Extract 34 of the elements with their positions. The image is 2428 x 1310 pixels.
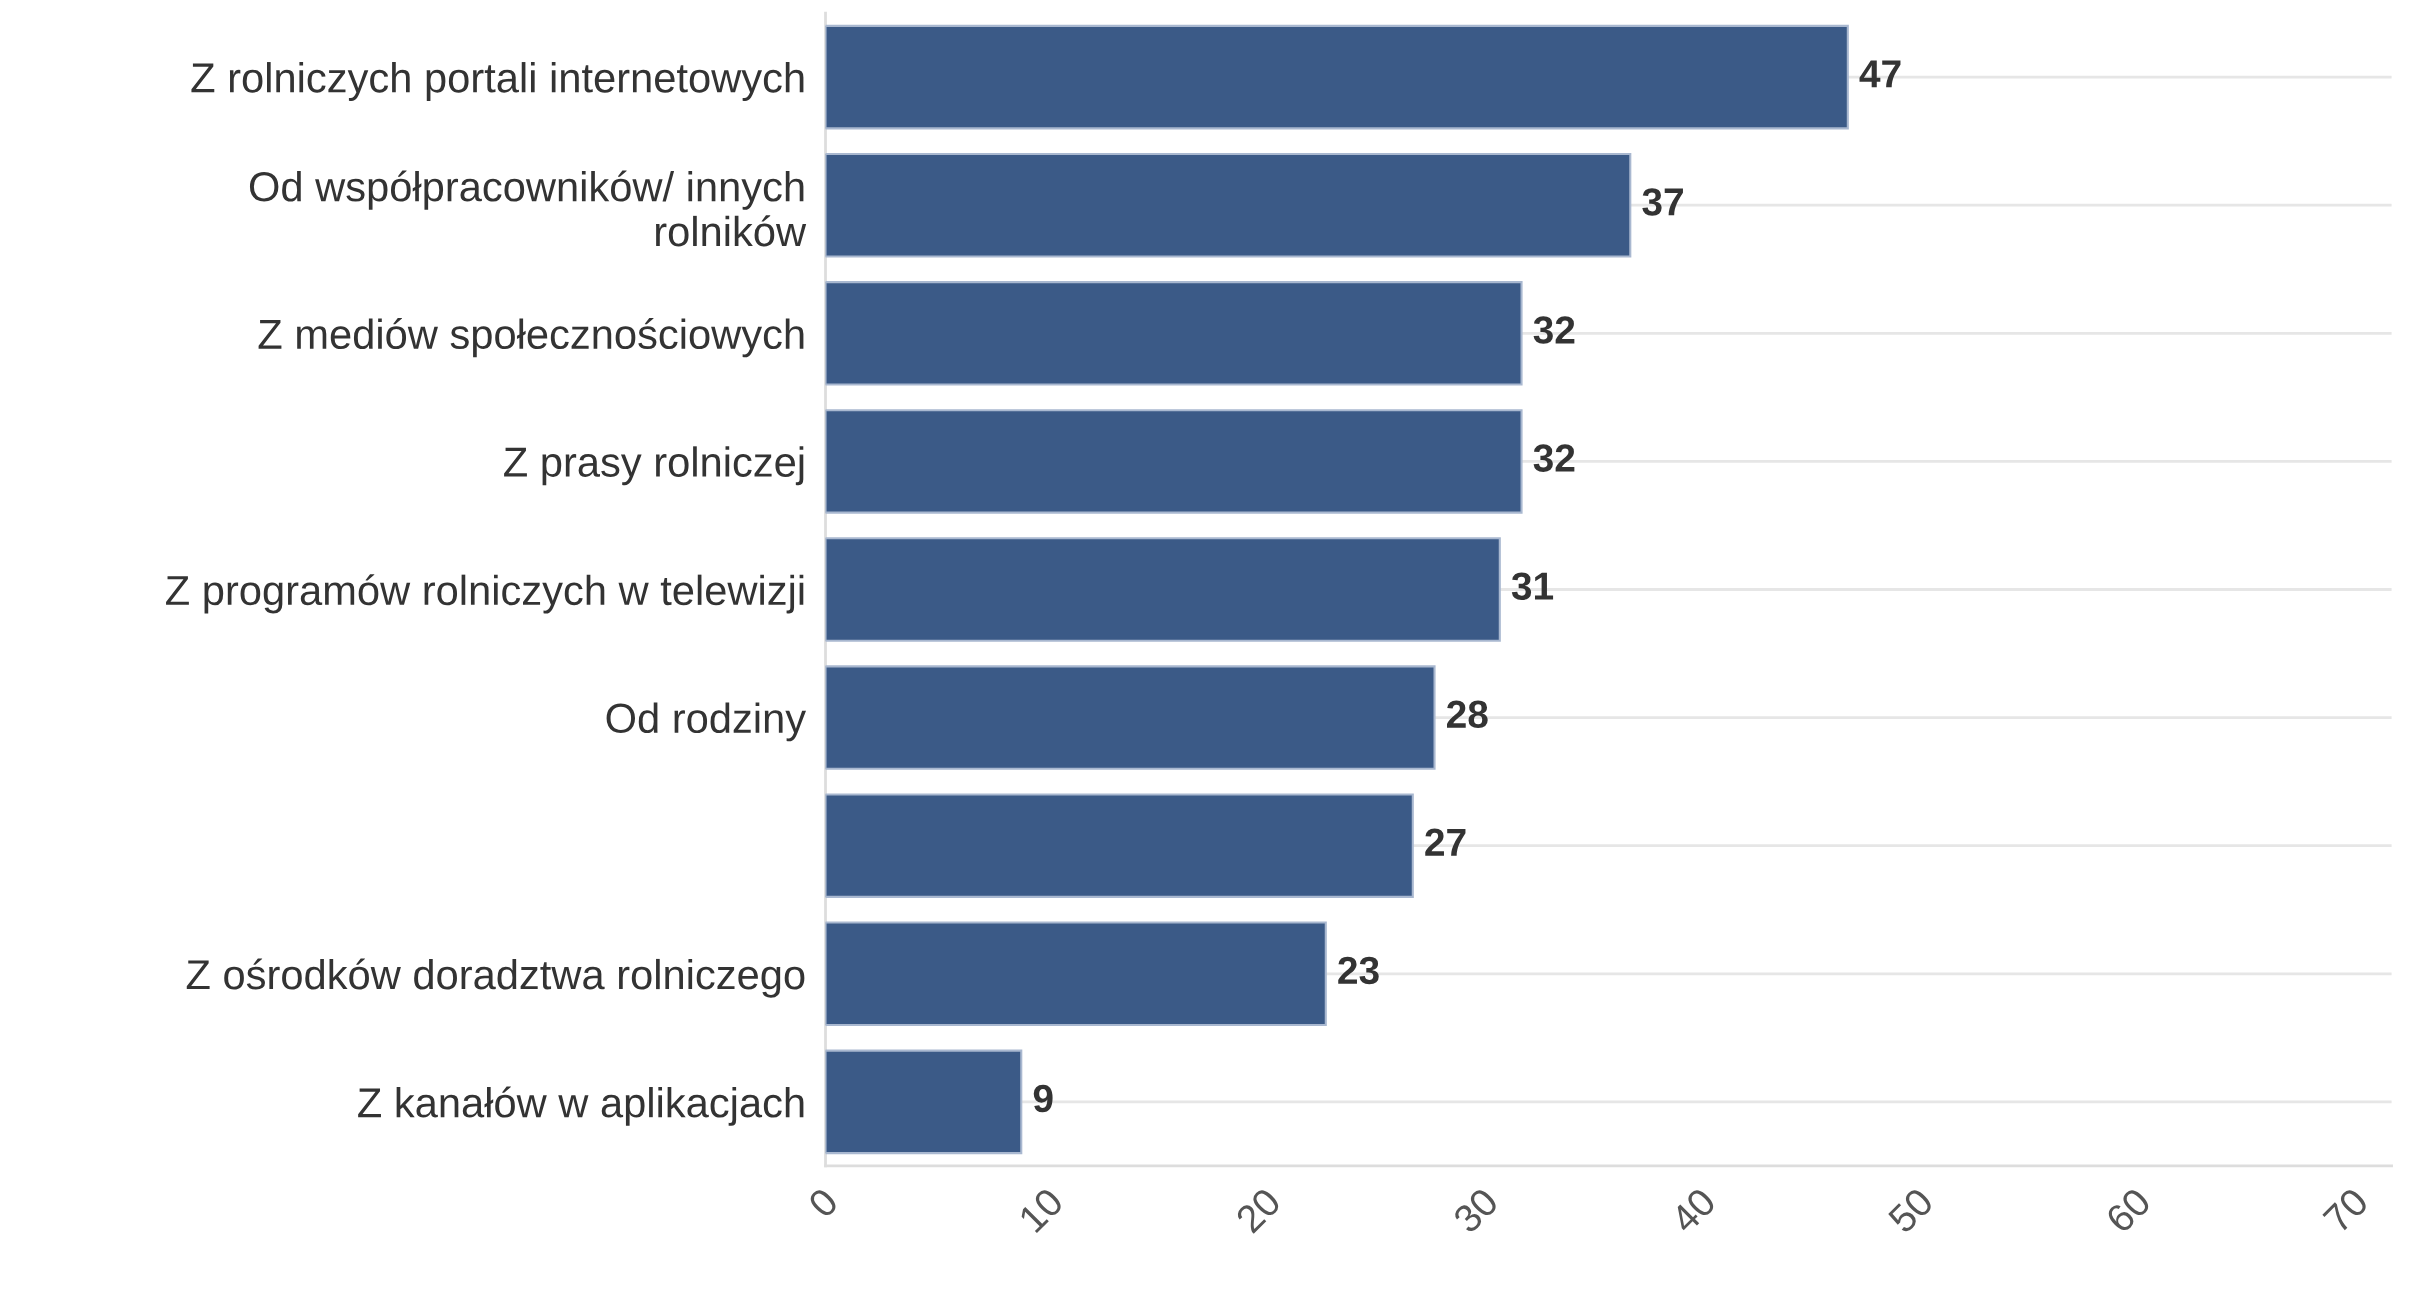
- data-label: 28: [1447, 700, 1488, 729]
- bar: [825, 409, 1523, 514]
- data-label: 32: [1533, 316, 1575, 344]
- bar: [825, 24, 1849, 130]
- bar: [825, 665, 1436, 770]
- data-label: 32: [1533, 444, 1575, 472]
- data-label: 31: [1511, 572, 1554, 600]
- x-tick-label: 10: [1017, 1186, 1065, 1234]
- y-tick-label: Od rodziny: [606, 702, 807, 742]
- y-tick-label: Z kanałów w aplikacjach: [358, 1086, 804, 1126]
- y-tick-label: Z rolniczych portali internetowych: [191, 62, 804, 101]
- data-label: 9: [1033, 1084, 1053, 1113]
- bar: [825, 793, 1414, 898]
- x-tick-label: 20: [1234, 1186, 1283, 1235]
- x-tick-label: 60: [2104, 1186, 2153, 1235]
- bar: [825, 537, 1501, 642]
- y-tick-label: Z prasy rolniczej: [504, 446, 804, 486]
- data-label: 37: [1642, 188, 1683, 216]
- data-label: 27: [1425, 828, 1466, 856]
- x-tick-label: 40: [1668, 1186, 1718, 1235]
- x-tick-label: 30: [1451, 1186, 1500, 1235]
- x-tick-label: 0: [806, 1186, 840, 1220]
- bar: [825, 281, 1523, 386]
- y-tick-label: Z ośrodków doradztwa rolniczego: [186, 958, 805, 998]
- x-tick-label: 70: [2322, 1186, 2370, 1235]
- data-label: 23: [1338, 956, 1379, 985]
- x-tick-label: 50: [1886, 1186, 1935, 1235]
- y-tick-label: Od współpracowników/ innych rolników: [249, 170, 807, 247]
- y-tick-label: Z programów rolniczych w telewizji: [166, 574, 804, 614]
- bar: [825, 1049, 1023, 1155]
- y-tick-label: Z mediów społecznościowych: [258, 317, 804, 358]
- data-label: 47: [1859, 60, 1901, 88]
- bar: [825, 921, 1327, 1027]
- bar: [825, 152, 1632, 258]
